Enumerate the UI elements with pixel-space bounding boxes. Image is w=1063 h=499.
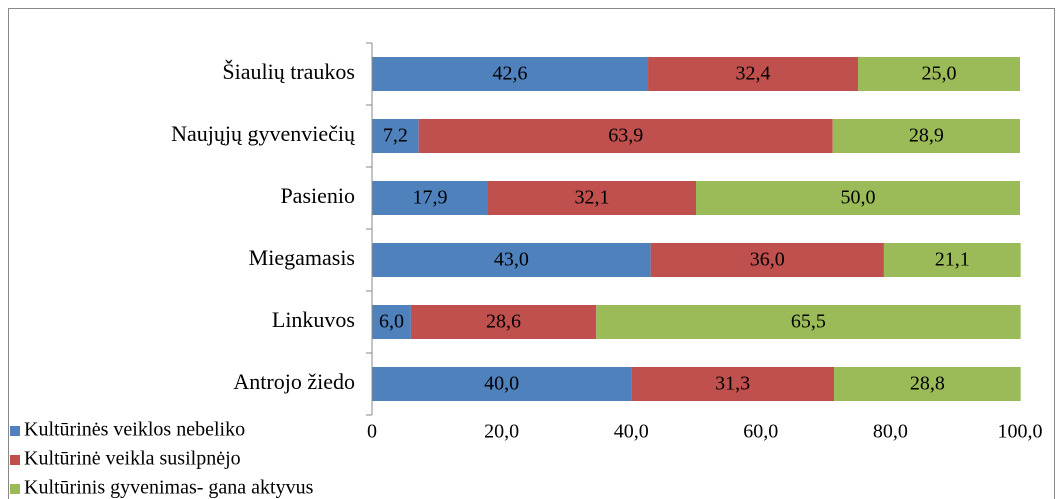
bar-segment xyxy=(372,243,651,277)
bar-segment xyxy=(372,367,632,401)
bar-segment xyxy=(858,57,1020,91)
value-label: 32,1 xyxy=(574,187,609,209)
value-label: 42,6 xyxy=(493,63,528,85)
value-label: 50,0 xyxy=(841,187,876,209)
value-label: 17,9 xyxy=(412,187,447,209)
category-label: Šiaulių traukos xyxy=(222,59,355,84)
bar-segment xyxy=(372,57,649,91)
category-label: Naujųjų gyvenviečių xyxy=(171,121,356,146)
value-label: 21,1 xyxy=(935,249,970,271)
value-label: 6,0 xyxy=(379,311,404,333)
legend-swatch xyxy=(10,484,20,494)
bar-segment xyxy=(372,305,411,339)
value-label: 63,9 xyxy=(608,125,643,147)
value-label: 40,0 xyxy=(484,373,519,395)
bar-segment xyxy=(650,243,884,277)
bar-segment xyxy=(487,181,696,215)
bar-segment xyxy=(883,243,1021,277)
x-tick-label: 0 xyxy=(367,421,377,443)
category-label: Antrojo žiedo xyxy=(233,369,355,394)
x-tick-label: 100,0 xyxy=(998,421,1043,443)
value-label: 7,2 xyxy=(383,125,408,147)
bar-segment xyxy=(696,181,1020,215)
value-label: 43,0 xyxy=(494,249,529,271)
legend-label: Kultūrinės veiklos nebeliko xyxy=(24,419,245,441)
bar-segment xyxy=(410,305,597,339)
x-tick-label: 80,0 xyxy=(873,421,908,443)
x-tick-label: 40,0 xyxy=(614,421,649,443)
bar-segment xyxy=(372,119,419,153)
bar-segment xyxy=(418,119,833,153)
bar-segment xyxy=(648,57,858,91)
value-label: 65,5 xyxy=(791,311,826,333)
value-label: 31,3 xyxy=(715,373,750,395)
value-label: 28,8 xyxy=(910,373,945,395)
legend-swatch xyxy=(10,426,20,436)
value-label: 28,9 xyxy=(909,125,944,147)
bar-segment xyxy=(834,367,1021,401)
value-label: 28,6 xyxy=(486,311,521,333)
category-label: Pasienio xyxy=(280,183,355,208)
legend-label: Kultūrinis gyvenimas- gana aktyvus xyxy=(24,477,314,499)
x-tick-label: 20,0 xyxy=(484,421,519,443)
bar-segment xyxy=(372,181,488,215)
category-label: Linkuvos xyxy=(272,307,355,332)
category-label: Miegamasis xyxy=(249,245,355,270)
bar-segment xyxy=(832,119,1020,153)
value-label: 25,0 xyxy=(922,63,957,85)
value-label: 32,4 xyxy=(736,63,771,85)
x-tick-label: 60,0 xyxy=(743,421,778,443)
legend-swatch xyxy=(10,455,20,465)
bar-segment xyxy=(596,305,1021,339)
bar-segment xyxy=(631,367,835,401)
value-label: 36,0 xyxy=(750,249,785,271)
legend-label: Kultūrinė veikla susilpnėjo xyxy=(24,448,241,470)
